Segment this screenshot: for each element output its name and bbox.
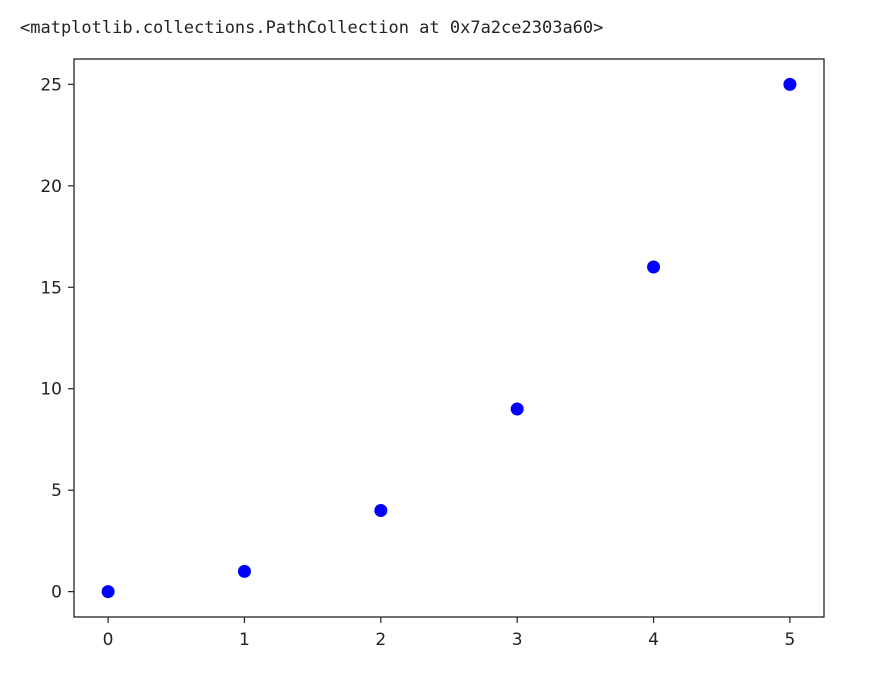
- x-tick-label: 5: [784, 630, 795, 650]
- x-tick-label: 4: [648, 630, 659, 650]
- scatter-point: [510, 402, 524, 416]
- y-tick-label: 25: [40, 75, 62, 95]
- x-tick-label: 2: [375, 630, 386, 650]
- y-tick-label: 15: [40, 278, 62, 298]
- ticks-layer: 0 1 2 3 4 5 0 5 10 15 20 25: [40, 75, 795, 650]
- x-tick-label: 0: [103, 630, 114, 650]
- x-tick-label: 1: [239, 630, 250, 650]
- y-tick-label: 20: [40, 177, 62, 197]
- y-tick-label: 5: [51, 481, 62, 501]
- axes-frame: [73, 58, 825, 618]
- scatter-point: [374, 503, 388, 517]
- x-tick-label: 3: [512, 630, 523, 650]
- y-tick-label: 10: [40, 380, 62, 400]
- y-tick-label: 0: [51, 583, 62, 603]
- scatter-point: [237, 564, 251, 578]
- scatter-point: [783, 77, 797, 91]
- scatter-point: [647, 260, 661, 274]
- cell-output-repr: <matplotlib.collections.PathCollection a…: [20, 18, 604, 38]
- points-layer: [101, 77, 797, 599]
- scatter-point: [101, 585, 115, 599]
